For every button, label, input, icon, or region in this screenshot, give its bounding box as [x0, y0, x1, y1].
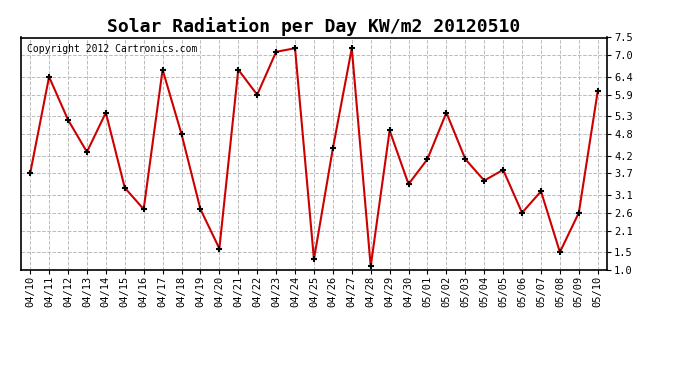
- Title: Solar Radiation per Day KW/m2 20120510: Solar Radiation per Day KW/m2 20120510: [108, 17, 520, 36]
- Text: Copyright 2012 Cartronics.com: Copyright 2012 Cartronics.com: [26, 45, 197, 54]
